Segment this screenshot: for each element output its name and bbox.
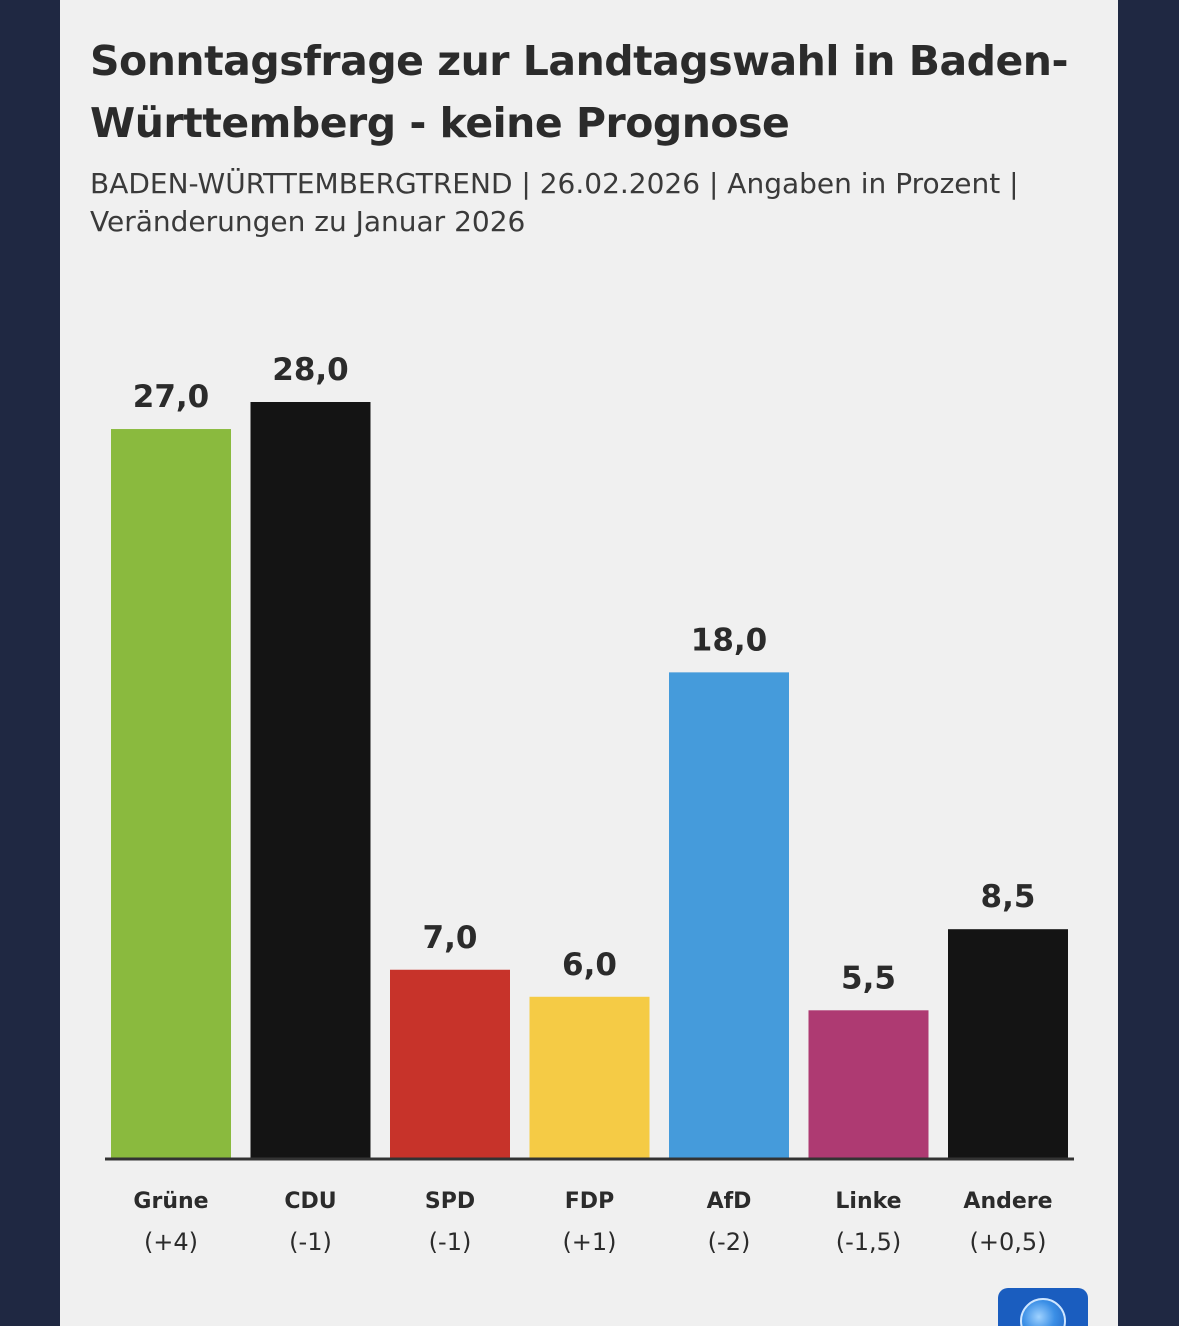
category-label-spd: SPD: [425, 1189, 475, 1214]
change-label-andere: (+0,5): [969, 1228, 1046, 1256]
change-label-spd: (-1): [429, 1228, 472, 1256]
chart-card: Sonntagsfrage zur Landtagswahl in Baden-…: [60, 0, 1118, 1326]
category-label-gruene: Grüne: [133, 1189, 208, 1214]
bars-group: 27,0 Grüne (+4) 28,0 CDU (-1) 7,0 SPD (-1) 6,0 FDP…: [111, 352, 1068, 1256]
value-label-andere: 8,5: [981, 879, 1036, 915]
chart-title: Sonntagsfrage zur Landtagswahl in Baden-…: [90, 37, 1069, 147]
category-label-cdu: CDU: [284, 1189, 336, 1214]
bar-cdu: [250, 402, 371, 1159]
change-label-fdp: (+1): [562, 1228, 616, 1256]
change-label-gruene: (+4): [144, 1228, 198, 1256]
category-label-linke: Linke: [835, 1189, 901, 1214]
value-label-gruene: 27,0: [133, 379, 210, 415]
bar-fdp: [529, 996, 650, 1159]
bar-andere: [948, 929, 1068, 1159]
broadcaster-logo: [998, 1288, 1088, 1326]
value-label-afd: 18,0: [691, 622, 768, 658]
bar-spd: [390, 969, 510, 1159]
category-label-andere: Andere: [963, 1189, 1052, 1214]
chart-subtitle: BADEN-WÜRTTEMBERGTREND | 26.02.2026 | An…: [90, 167, 1019, 238]
value-label-fdp: 6,0: [562, 947, 617, 983]
change-label-linke: (-1,5): [836, 1228, 902, 1256]
change-label-afd: (-2): [708, 1228, 751, 1256]
bar-afd: [669, 672, 789, 1159]
value-label-linke: 5,5: [841, 960, 896, 996]
bar-chart: 27,0 Grüne (+4) 28,0 CDU (-1) 7,0 SPD (-1) 6,0 FDP…: [105, 352, 1074, 1256]
change-label-cdu: (-1): [289, 1228, 332, 1256]
value-label-spd: 7,0: [423, 920, 478, 956]
bar-gruene: [111, 429, 231, 1159]
value-label-cdu: 28,0: [272, 352, 349, 388]
globe-icon: [1020, 1298, 1066, 1326]
category-label-afd: AfD: [707, 1189, 752, 1214]
bar-linke: [808, 1010, 929, 1159]
category-label-fdp: FDP: [565, 1189, 614, 1214]
